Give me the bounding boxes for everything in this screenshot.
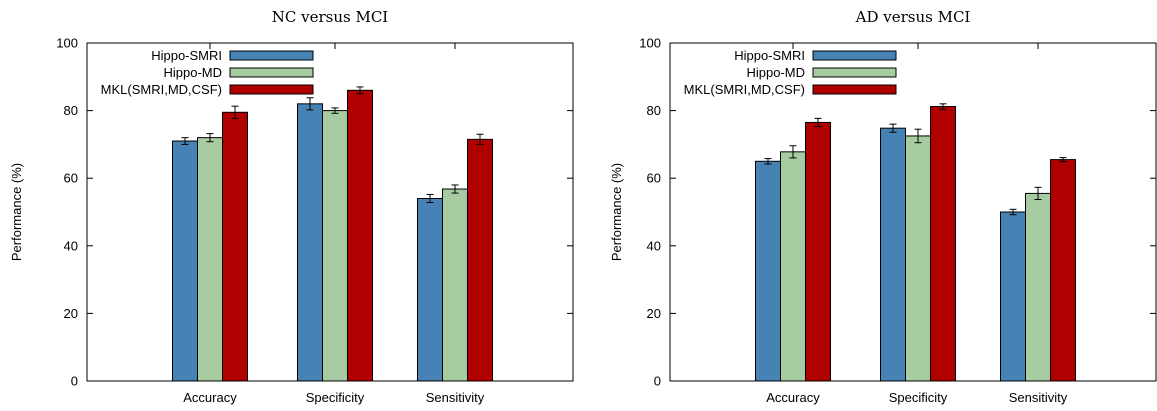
legend-label: Hippo-MD [746, 65, 805, 80]
bar-mkl-smri-md-csf--sensitivity [1050, 159, 1076, 382]
legend-swatch [229, 67, 314, 78]
y-tick-label: 0 [654, 374, 661, 389]
x-tick-label-specificity: Specificity [889, 390, 948, 405]
y-tick-label: 80 [647, 103, 661, 118]
bar-hippo-md-specificity [322, 110, 348, 382]
bar-hippo-smri-sensitivity [1000, 211, 1026, 382]
y-tick-label: 0 [71, 374, 78, 389]
bar-hippo-smri-accuracy [172, 140, 198, 382]
chart-title: NC versus MCI [272, 8, 389, 26]
legend-label: MKL(SMRI,MD,CSF) [101, 82, 222, 97]
bar-hippo-smri-sensitivity [417, 197, 443, 382]
legend-label: Hippo-SMRI [734, 48, 805, 63]
y-tick-label: 40 [647, 238, 661, 253]
x-tick-label-sensitivity: Sensitivity [426, 390, 485, 405]
y-tick-label: 100 [56, 36, 78, 51]
bar-mkl-smri-md-csf--accuracy [222, 111, 248, 382]
bar-hippo-smri-specificity [880, 127, 906, 382]
bar-mkl-smri-md-csf--accuracy [805, 121, 831, 382]
x-tick-label-accuracy: Accuracy [766, 390, 820, 405]
bar-hippo-md-sensitivity [1025, 192, 1051, 382]
chart-panel-2: AD versus MCI Performance (%) 0 20 40 60 80 100… [609, 8, 1157, 405]
bar-hippo-md-accuracy [197, 137, 223, 382]
x-tick-label-specificity: Specificity [306, 390, 365, 405]
bar-hippo-md-accuracy [780, 151, 806, 382]
y-tick-label: 80 [64, 103, 78, 118]
bar-hippo-md-specificity [905, 135, 931, 382]
y-tick-label: 40 [64, 238, 78, 253]
legend-swatch [812, 50, 897, 61]
y-tick-label: 60 [64, 171, 78, 186]
bar-mkl-smri-md-csf--specificity [930, 106, 956, 382]
chart-panel-1: NC versus MCI Performance (%) 0 20 40 60 80 100… [9, 8, 574, 405]
bar-hippo-md-sensitivity [442, 188, 468, 382]
legend-swatch [812, 67, 897, 78]
legend-label: Hippo-MD [163, 65, 222, 80]
legend-label: MKL(SMRI,MD,CSF) [684, 82, 805, 97]
legend-label: Hippo-SMRI [151, 48, 222, 63]
legend-swatch [812, 84, 897, 95]
chart-title: AD versus MCI [855, 8, 971, 26]
legend-swatch [229, 84, 314, 95]
y-axis-label: Performance (%) [609, 163, 624, 261]
bar-mkl-smri-md-csf--sensitivity [467, 138, 493, 382]
y-axis-label: Performance (%) [9, 163, 24, 261]
x-tick-label-sensitivity: Sensitivity [1009, 390, 1068, 405]
y-tick-label: 100 [639, 36, 661, 51]
y-tick-label: 20 [647, 306, 661, 321]
legend-swatch [229, 50, 314, 61]
y-tick-label: 60 [647, 171, 661, 186]
y-tick-label: 20 [64, 306, 78, 321]
bar-mkl-smri-md-csf--specificity [347, 89, 373, 382]
bar-hippo-smri-specificity [297, 103, 323, 382]
bar-hippo-smri-accuracy [755, 160, 781, 382]
x-tick-label-accuracy: Accuracy [183, 390, 237, 405]
